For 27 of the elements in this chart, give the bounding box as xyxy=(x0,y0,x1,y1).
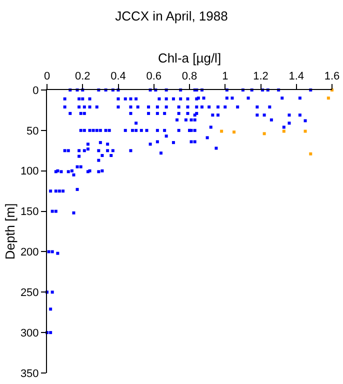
x-tick-label: 0 xyxy=(44,70,50,83)
y-axis-title: Depth [m] xyxy=(2,203,18,260)
x-tick-label: 1.2 xyxy=(253,70,268,83)
point xyxy=(220,130,224,133)
point xyxy=(309,152,312,156)
y-tick-label: 150 xyxy=(20,206,39,218)
x-tick-label: 1.6 xyxy=(324,70,340,83)
x-tick-label: 1.4 xyxy=(288,70,304,83)
chart-title: JCCX in April, 1988 xyxy=(115,8,228,24)
point xyxy=(282,130,286,133)
y-tick-label: 300 xyxy=(20,327,39,340)
x-tick-label: 0.6 xyxy=(146,70,162,83)
x-tick-label: 0.8 xyxy=(182,70,198,83)
y-tick-label: 50 xyxy=(26,125,39,138)
x-tick-label: 1 xyxy=(222,70,228,83)
point xyxy=(232,130,236,134)
point xyxy=(262,132,266,136)
x-tick-label: 0.2 xyxy=(74,70,90,83)
y-tick-label: 100 xyxy=(20,166,39,178)
x-axis-title: Chl-a [µg/l] xyxy=(158,50,222,66)
y-tick-label: 350 xyxy=(20,368,39,380)
x-tick-label: 0.4 xyxy=(110,70,126,83)
point xyxy=(304,130,307,133)
point xyxy=(326,96,330,100)
y-tick-label: 250 xyxy=(20,286,39,299)
y-tick-label: 0 xyxy=(32,84,39,97)
y-tick-label: 200 xyxy=(20,246,39,259)
